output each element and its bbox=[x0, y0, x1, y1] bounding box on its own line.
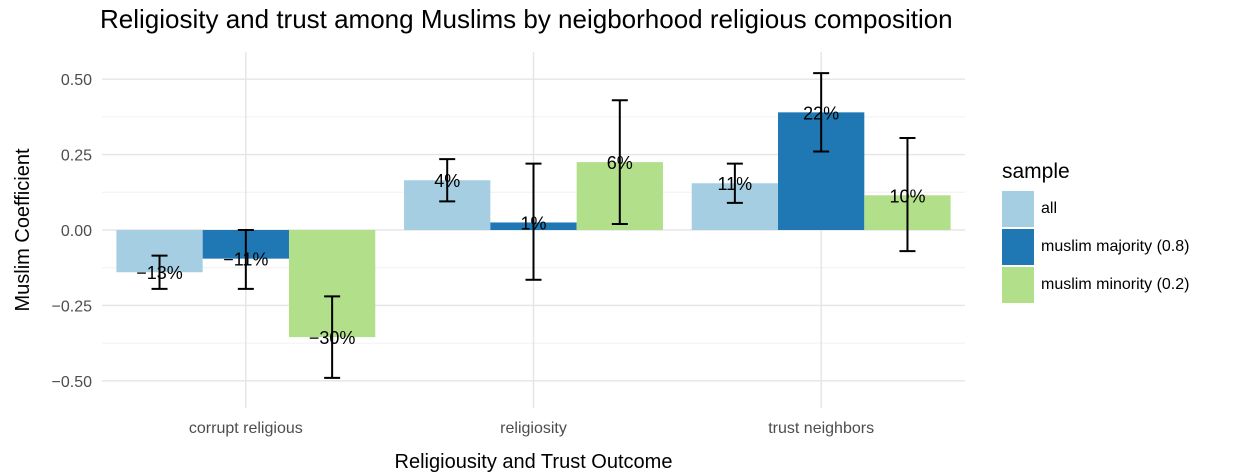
legend-key bbox=[1002, 229, 1034, 265]
legend-items: all muslim majority (0.8) muslim minority … bbox=[1002, 190, 1189, 304]
legend-title: sample bbox=[1002, 160, 1070, 183]
data-label: −30% bbox=[309, 328, 356, 348]
x-axis-title: Religiousity and Trust Outcome bbox=[395, 451, 673, 473]
x-tick-label: corrupt religious bbox=[189, 420, 303, 437]
data-label: −11% bbox=[223, 250, 268, 270]
data-label: 4% bbox=[434, 171, 460, 191]
x-tick-label: religiosity bbox=[500, 420, 567, 437]
legend-label: muslim minority (0.2) bbox=[1041, 276, 1190, 293]
x-tick-label: trust neighbors bbox=[768, 420, 874, 437]
legend-label: all bbox=[1041, 200, 1058, 217]
data-label: 1% bbox=[520, 213, 546, 233]
chart-title: Religiosity and trust among Muslims by n… bbox=[100, 4, 953, 34]
y-tick-label: 0.25 bbox=[61, 148, 92, 165]
y-tick-label: 0.50 bbox=[61, 72, 92, 89]
data-label: −13% bbox=[136, 263, 183, 283]
legend-item: all bbox=[1002, 190, 1189, 228]
legend-label: muslim majority (0.8) bbox=[1041, 238, 1190, 255]
data-label: 10% bbox=[889, 186, 925, 206]
data-label: 22% bbox=[803, 103, 839, 123]
y-tick-label: 0.00 bbox=[61, 223, 92, 240]
y-tick-label: −0.25 bbox=[52, 298, 93, 315]
y-tick-label: −0.50 bbox=[52, 374, 93, 391]
legend-item: muslim majority (0.8) bbox=[1002, 228, 1189, 266]
data-label: 6% bbox=[607, 153, 633, 173]
legend-item: muslim minority (0.2) bbox=[1002, 266, 1189, 304]
data-label: 11% bbox=[718, 174, 753, 194]
legend: sample all muslim majority (0.8) muslim mi… bbox=[1002, 160, 1189, 304]
y-axis-title: Muslim Coefficient bbox=[12, 148, 34, 311]
legend-key bbox=[1002, 267, 1034, 303]
legend-key bbox=[1002, 191, 1034, 227]
